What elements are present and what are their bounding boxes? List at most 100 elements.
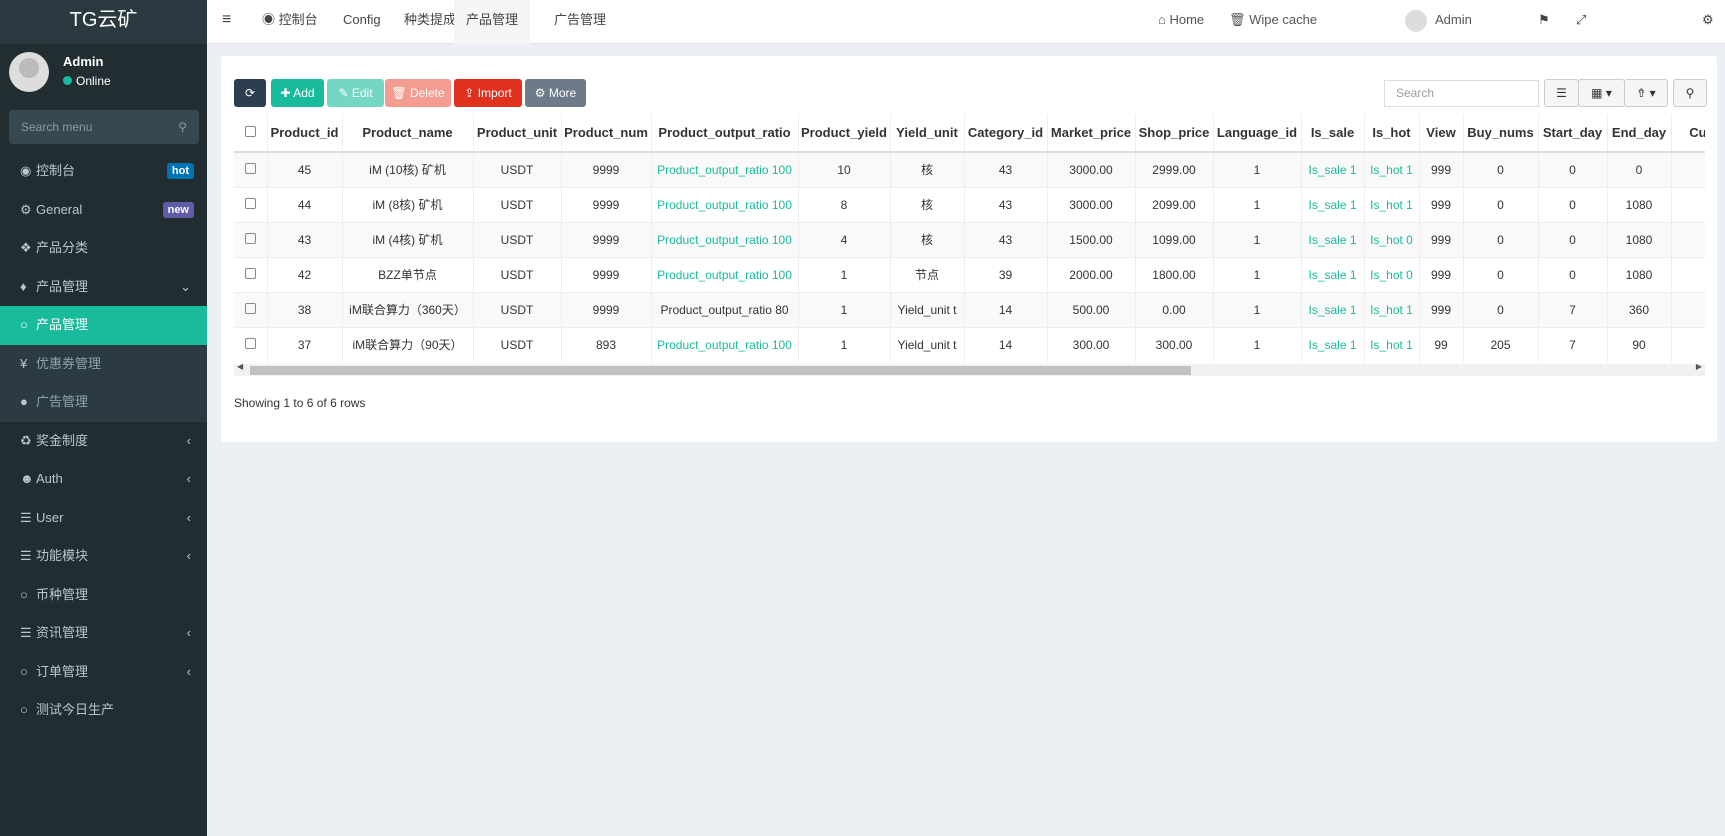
select-all xyxy=(234,114,268,153)
cell-link[interactable]: Is_hot 1 xyxy=(1364,326,1420,362)
cell-link[interactable]: Is_hot 1 xyxy=(1364,151,1420,187)
cell-link[interactable]: Is_sale 1 xyxy=(1301,256,1365,292)
top-right-item[interactable]: Admin xyxy=(1405,0,1472,44)
cell-link[interactable]: Is_sale 1 xyxy=(1301,186,1365,222)
menu-label: 产品管理 xyxy=(36,317,89,332)
cell: 43 xyxy=(267,221,343,257)
menu-item[interactable]: ● 广告管理 xyxy=(0,383,207,422)
top-nav-item[interactable]: 产品管理 xyxy=(454,0,531,44)
menu-label: General xyxy=(36,201,83,217)
refresh-button[interactable]: ⟳ xyxy=(234,79,266,107)
cell-link[interactable]: Product_output_ratio 100 xyxy=(651,151,799,187)
scroll-thumb[interactable] xyxy=(250,366,1191,375)
column-header[interactable]: Product_unit xyxy=(473,114,562,153)
column-header[interactable]: Yield_unit xyxy=(890,114,965,153)
toolbar-button[interactable]: ⇪ Import xyxy=(454,79,522,107)
top-icon[interactable]: ⚑ xyxy=(1538,12,1550,27)
cell: 1800.00 xyxy=(1135,256,1214,292)
top-right-item[interactable]: ⌂ Home xyxy=(1158,12,1205,27)
column-header[interactable]: Curr xyxy=(1671,114,1705,153)
menu-item[interactable]: ○ 产品管理 xyxy=(0,306,207,345)
search-button[interactable]: ⚲ xyxy=(1673,79,1707,107)
row-select[interactable] xyxy=(234,291,268,327)
column-header[interactable]: Language_id xyxy=(1213,114,1302,153)
column-header[interactable]: Buy_nums xyxy=(1463,114,1539,153)
cell-link[interactable]: Is_hot 1 xyxy=(1364,291,1420,327)
row-select[interactable] xyxy=(234,186,268,222)
column-header[interactable]: Start_day xyxy=(1538,114,1608,153)
table-search[interactable]: Search xyxy=(1384,80,1539,107)
menu-item[interactable]: ○ 订单管理 ‹ xyxy=(20,663,191,679)
cell-link[interactable]: Is_sale 1 xyxy=(1301,291,1365,327)
menu-item[interactable]: ◉ 控制台 hot xyxy=(0,152,207,191)
cell: 44 xyxy=(267,186,343,222)
cell: 2999.00 xyxy=(1135,151,1214,187)
top-icon[interactable]: ⚙ xyxy=(1702,12,1714,27)
cell-link[interactable]: Is_hot 1 xyxy=(1364,186,1420,222)
toolbar-button[interactable]: 🗑 Delete xyxy=(385,79,451,107)
menu-item[interactable]: ○ 币种管理 xyxy=(20,586,89,602)
cell-link[interactable]: Is_sale 1 xyxy=(1301,151,1365,187)
menu-item[interactable]: ♦ 产品管理 ⌄ xyxy=(20,278,191,294)
column-header[interactable]: Product_id xyxy=(267,114,343,153)
column-header[interactable]: Shop_price xyxy=(1135,114,1214,153)
cell: 99 xyxy=(1419,326,1464,362)
menu-item[interactable]: ❖ 产品分类 xyxy=(20,240,89,255)
menu-item[interactable]: ⚙ General new xyxy=(0,191,207,230)
top-nav-item[interactable]: Config xyxy=(331,0,393,44)
column-header[interactable]: Market_price xyxy=(1047,114,1136,153)
column-header[interactable]: Product_output_ratio xyxy=(651,114,799,153)
column-header[interactable]: Product_name xyxy=(342,114,474,153)
cell-link[interactable]: Is_hot 0 xyxy=(1364,256,1420,292)
cell-link[interactable]: Product_output_ratio 100 xyxy=(651,326,799,362)
column-header[interactable]: Product_num xyxy=(561,114,652,153)
pagination-info: Showing 1 to 6 of 6 rows xyxy=(234,396,366,410)
cell-link[interactable]: Product_output_ratio 100 xyxy=(651,186,799,222)
menu-item[interactable]: ☰ 功能模块 ‹ xyxy=(20,548,191,563)
columns[interactable]: ▦ ▾ xyxy=(1578,79,1625,107)
row-select[interactable] xyxy=(234,326,268,362)
top-nav-item[interactable]: 广告管理 xyxy=(542,0,618,44)
row-select[interactable] xyxy=(234,151,268,187)
toggle-view[interactable]: ☰ xyxy=(1544,79,1579,107)
toolbar-button[interactable]: ✚ Add xyxy=(271,79,324,107)
cell-link[interactable]: Product_output_ratio 100 xyxy=(651,256,799,292)
brand[interactable]: TG云矿 xyxy=(0,0,207,44)
menu-item[interactable]: ○ 测试今日生产 xyxy=(20,702,115,717)
cell: USDT xyxy=(473,326,562,362)
cell-link[interactable]: Is_sale 1 xyxy=(1301,326,1365,362)
row-select[interactable] xyxy=(234,256,268,292)
cell: 9999 xyxy=(561,186,652,222)
menu-search[interactable]: Search menu ⚲ xyxy=(9,110,199,144)
table-row: 43 iM (4核) 矿机 USDT 9999 Product_output_ratio… xyxy=(234,221,1705,257)
toolbar-button[interactable]: ⚙ More xyxy=(525,79,586,107)
cell-link[interactable]: Is_hot 0 xyxy=(1364,221,1420,257)
placeholder: Search xyxy=(1396,86,1435,100)
column-header[interactable]: Product_yield xyxy=(798,114,891,153)
export[interactable]: ⇮ ▾ xyxy=(1624,79,1668,107)
top-right-item[interactable]: 🗑 Wipe cache xyxy=(1229,12,1318,27)
top-icon[interactable]: ⤢ xyxy=(1576,12,1587,27)
row-select[interactable] xyxy=(234,221,268,257)
menu-item[interactable]: ♻ 奖金制度 ‹ xyxy=(20,432,191,448)
column-header[interactable]: Is_hot xyxy=(1364,114,1420,153)
top-nav-item[interactable]: 种类提成 xyxy=(392,0,468,44)
menu-item[interactable]: ☻ Auth ‹ xyxy=(20,471,191,486)
column-header[interactable]: View xyxy=(1419,114,1464,153)
menu-item[interactable]: ¥ 优惠券管理 xyxy=(0,344,207,383)
column-header[interactable]: End_day xyxy=(1607,114,1672,153)
cell: iM联合算力（90天） xyxy=(342,326,474,362)
menu-item[interactable]: ☰ User ‹ xyxy=(20,509,191,525)
column-header[interactable]: Is_sale xyxy=(1301,114,1365,153)
cell: 43 xyxy=(964,221,1048,257)
scrollbar[interactable]: ◀ ▶ xyxy=(234,362,1705,376)
top-nav-item[interactable]: ◉ 控制台 xyxy=(262,12,318,27)
toggle[interactable]: ≡ xyxy=(222,11,232,28)
cell-link[interactable]: Product_output_ratio 100 xyxy=(651,221,799,257)
status-text: Online xyxy=(76,74,111,88)
column-header[interactable]: Category_id xyxy=(964,114,1048,153)
menu-item[interactable]: ☰ 资讯管理 ‹ xyxy=(20,625,191,640)
cell-link[interactable]: Is_sale 1 xyxy=(1301,221,1365,257)
cell: 300.00 xyxy=(1135,326,1214,362)
toolbar-button[interactable]: ✎ Edit xyxy=(327,79,384,107)
